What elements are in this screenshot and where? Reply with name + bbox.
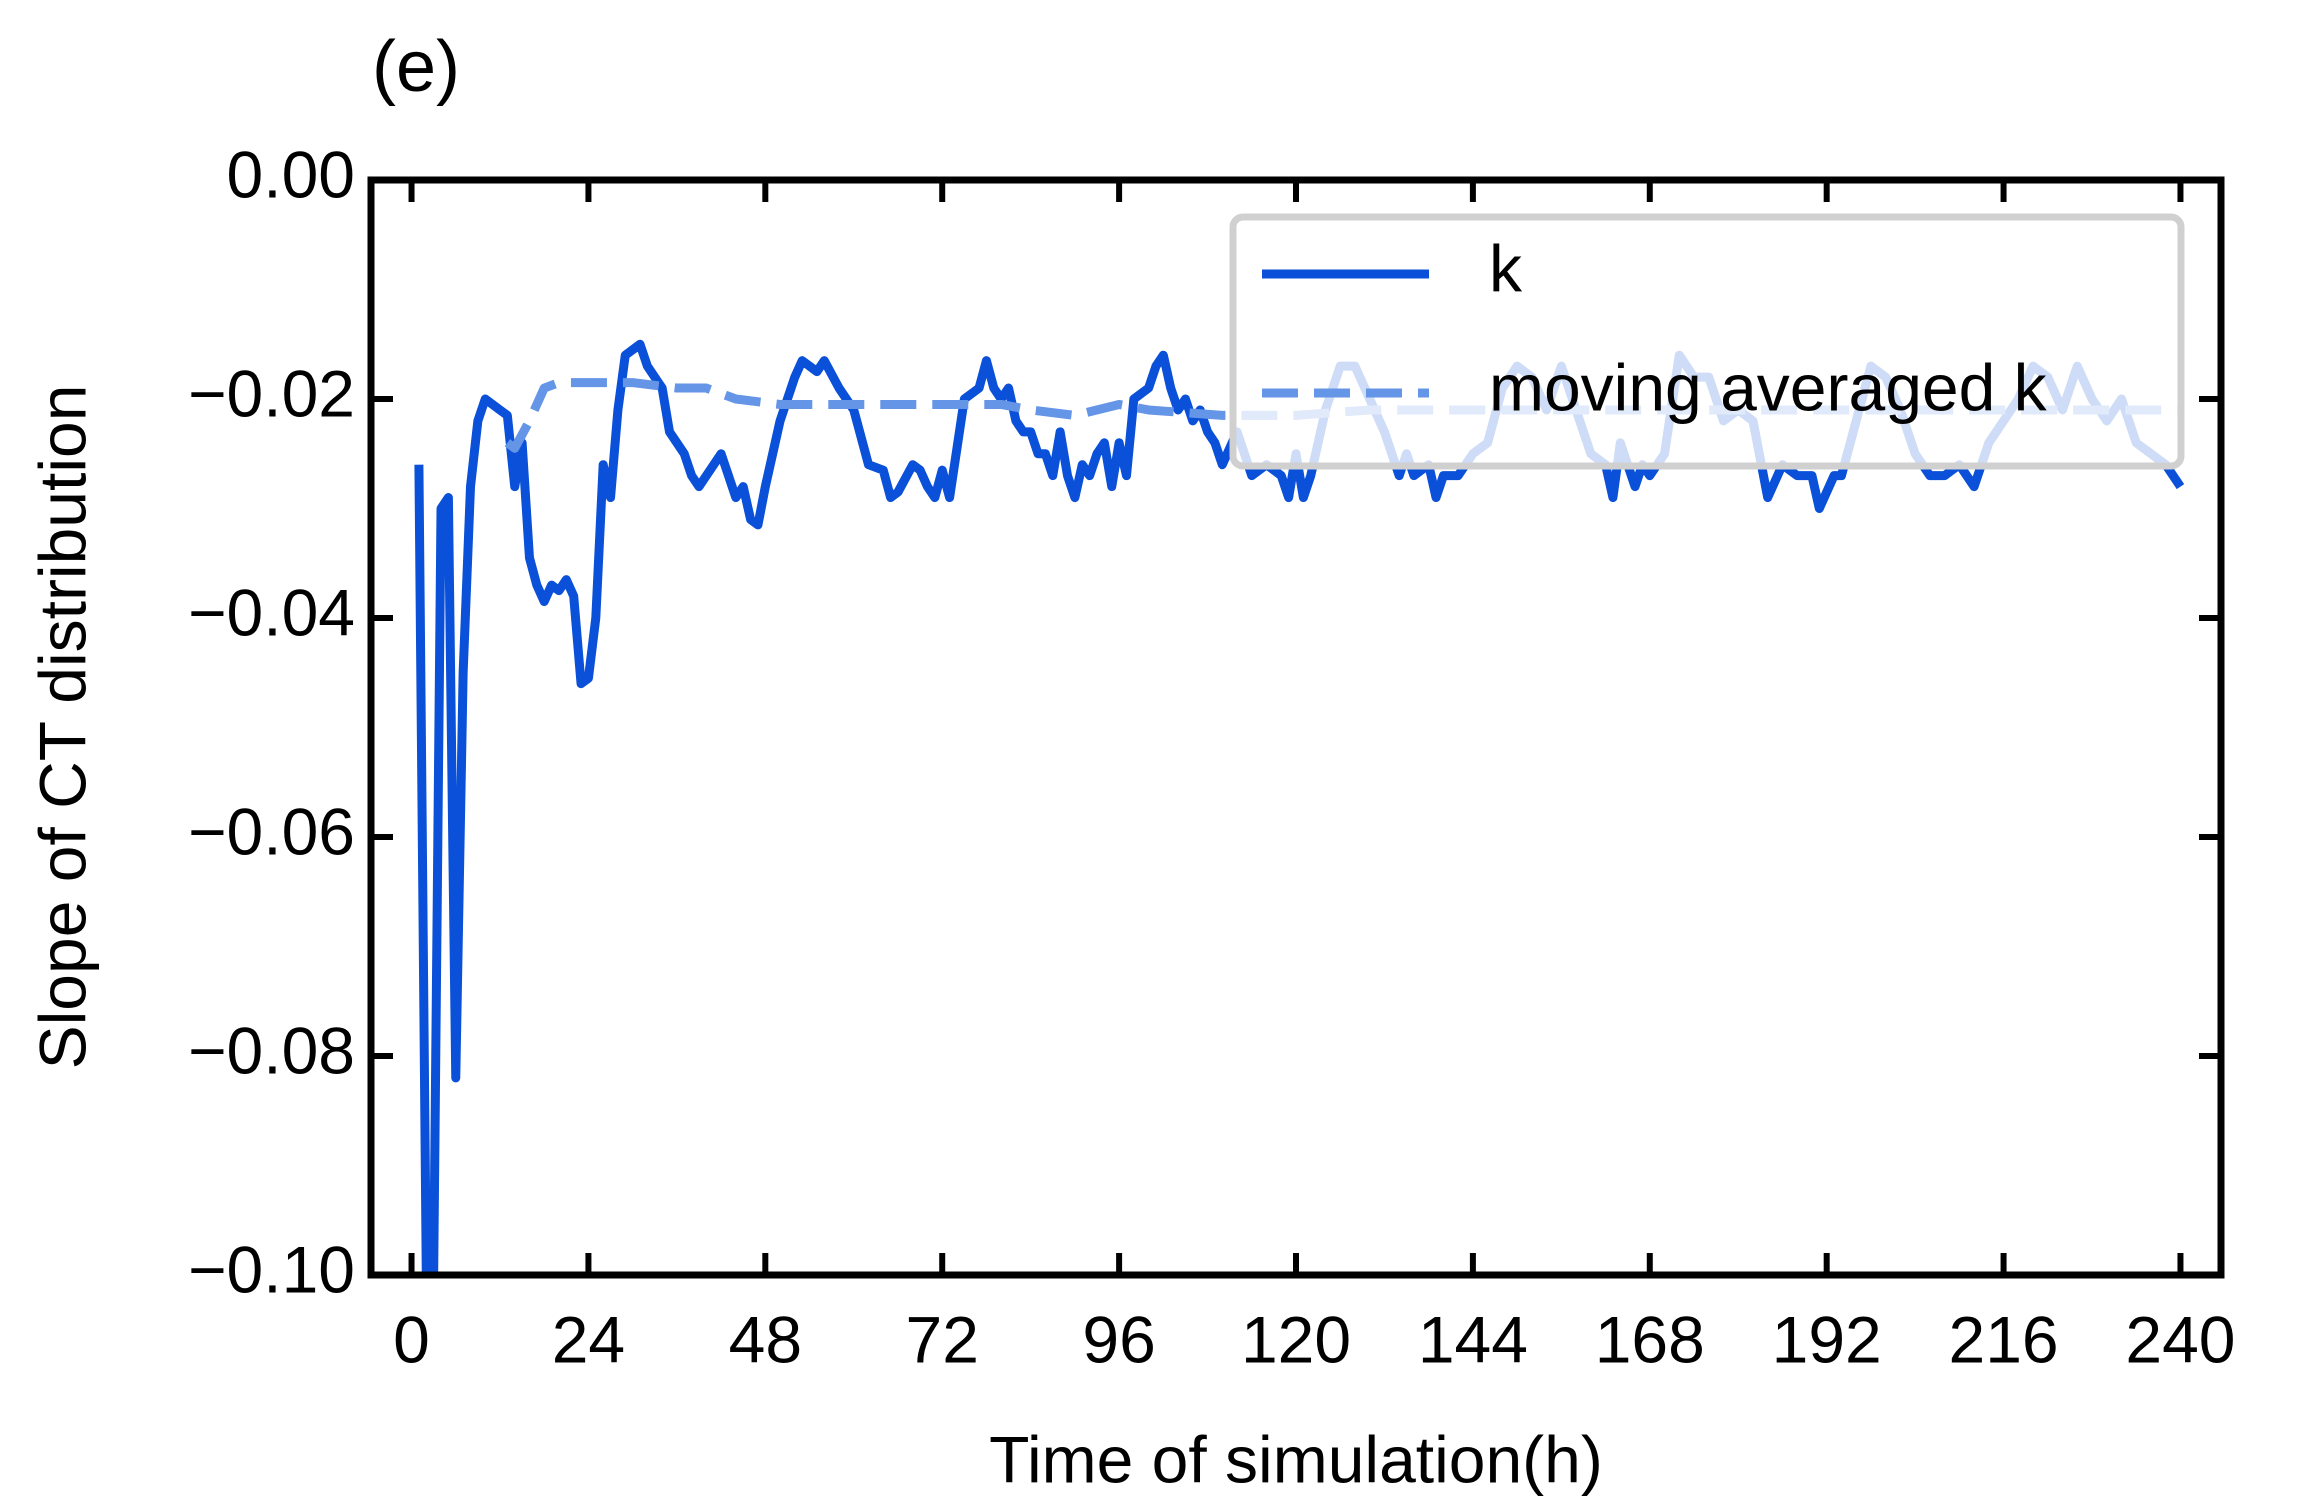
x-tick-label: 192	[1772, 1302, 1882, 1376]
x-tick-label: 96	[1082, 1302, 1155, 1376]
x-tick-label: 120	[1241, 1302, 1351, 1376]
y-tick-label: −0.08	[188, 1013, 355, 1087]
legend-label: k	[1489, 231, 1523, 305]
legend-label: moving averaged k	[1489, 350, 2048, 424]
x-tick-label: 144	[1418, 1302, 1528, 1376]
y-tick-label: 0.00	[227, 137, 355, 211]
x-axis-label: Time of simulation(h)	[989, 1422, 1603, 1496]
x-tick-label: 72	[906, 1302, 979, 1376]
x-tick-label: 0	[393, 1302, 430, 1376]
y-axis-label: Slope of CT distribution	[25, 385, 99, 1070]
x-tick-label: 168	[1595, 1302, 1705, 1376]
y-tick-label: −0.10	[188, 1232, 355, 1306]
x-tick-label: 240	[2125, 1302, 2235, 1376]
data-line	[414, 339, 2185, 1275]
x-tick-label: 48	[729, 1302, 802, 1376]
y-tick-label: −0.04	[188, 575, 355, 649]
chart-title: (e)	[372, 27, 460, 107]
x-tick-label: 216	[1949, 1302, 2059, 1376]
overlay: k moving averaged k 0 24 48 72 96 120 144 168 192 2…	[188, 137, 2236, 1376]
y-tick-label: −0.02	[188, 356, 355, 430]
y-tick-label: −0.06	[188, 794, 355, 868]
legend-box	[1229, 213, 2185, 470]
x-tick-label: 24	[552, 1302, 625, 1376]
